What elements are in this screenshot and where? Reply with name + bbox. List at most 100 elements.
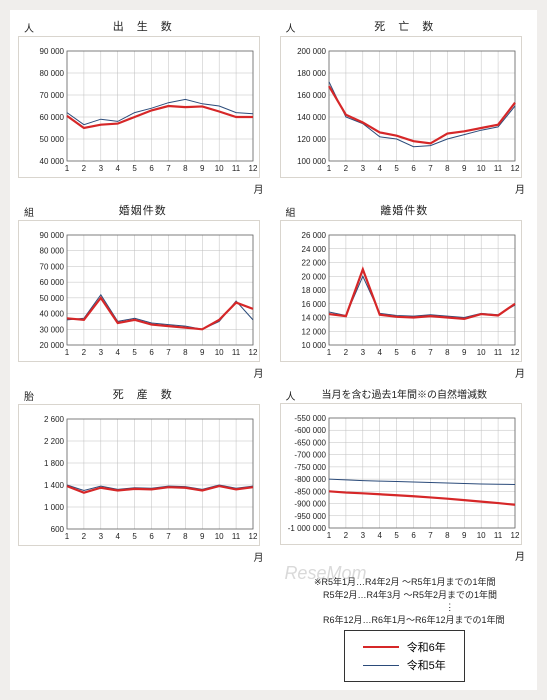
svg-text:90 000: 90 000: [40, 231, 65, 240]
series-r5: [329, 276, 515, 317]
svg-text:24 000: 24 000: [301, 245, 326, 254]
chart-title: 出 生 数: [18, 18, 268, 34]
svg-text:1 000: 1 000: [44, 503, 65, 512]
svg-text:8: 8: [183, 532, 188, 541]
x-axis-label: 月: [280, 365, 530, 380]
svg-text:7: 7: [428, 164, 433, 173]
svg-text:40 000: 40 000: [40, 157, 65, 166]
svg-text:12: 12: [249, 348, 258, 357]
svg-text:10 000: 10 000: [301, 341, 326, 350]
chart-title: 死 亡 数: [280, 18, 530, 34]
series-r5: [67, 295, 253, 330]
svg-text:12: 12: [249, 532, 258, 541]
svg-text:6: 6: [411, 531, 416, 540]
legend-label-r5: 令和5年: [407, 657, 446, 673]
svg-text:10: 10: [215, 348, 224, 357]
svg-text:3: 3: [360, 164, 365, 173]
svg-text:70 000: 70 000: [40, 262, 65, 271]
svg-text:-950 000: -950 000: [294, 512, 326, 521]
svg-text:3: 3: [99, 532, 104, 541]
svg-text:12: 12: [249, 164, 258, 173]
svg-text:2: 2: [82, 532, 87, 541]
svg-text:5: 5: [132, 348, 137, 357]
svg-text:7: 7: [428, 531, 433, 540]
svg-text:-650 000: -650 000: [294, 438, 326, 447]
chart-stillbirths: 胎死 産 数6001 0001 4001 8002 2002 600123456…: [18, 386, 268, 564]
svg-text:160 000: 160 000: [297, 91, 326, 100]
svg-text:11: 11: [232, 164, 241, 173]
y-axis-unit: 人: [24, 20, 34, 35]
svg-text:3: 3: [360, 531, 365, 540]
svg-text:2: 2: [343, 164, 348, 173]
y-axis-unit: 人: [286, 388, 296, 403]
svg-text:9: 9: [200, 532, 205, 541]
chart-title: 死 産 数: [18, 386, 268, 402]
svg-text:70 000: 70 000: [40, 91, 65, 100]
svg-text:180 000: 180 000: [297, 69, 326, 78]
svg-text:80 000: 80 000: [40, 69, 65, 78]
svg-text:-1 000 000: -1 000 000: [287, 524, 326, 533]
svg-text:-800 000: -800 000: [294, 475, 326, 484]
svg-text:200 000: 200 000: [297, 47, 326, 56]
svg-text:80 000: 80 000: [40, 247, 65, 256]
svg-text:-700 000: -700 000: [294, 451, 326, 460]
svg-text:1 400: 1 400: [44, 481, 65, 490]
footer-area: ※R5年1月…R4年2月 ～R5年1月までの1年間 R5年2月…R4年3月 ～R…: [280, 570, 530, 682]
svg-text:4: 4: [116, 348, 121, 357]
y-axis-unit: 組: [286, 204, 296, 219]
svg-text:10: 10: [476, 348, 485, 357]
svg-text:1: 1: [326, 348, 331, 357]
svg-text:6: 6: [411, 348, 416, 357]
legend-label-r6: 令和6年: [407, 639, 446, 655]
series-r5: [329, 479, 515, 484]
svg-text:8: 8: [445, 531, 450, 540]
chart-deaths: 人死 亡 数 100 000 120 000 140 000 160 000 180 00…: [280, 18, 530, 196]
svg-text:90 000: 90 000: [40, 47, 65, 56]
x-axis-label: 月: [280, 548, 530, 563]
svg-text:7: 7: [166, 532, 171, 541]
chart-title: 当月を含む過去1年間※の自然増減数: [280, 386, 530, 401]
svg-text:50 000: 50 000: [40, 294, 65, 303]
svg-text:3: 3: [360, 348, 365, 357]
svg-text:-550 000: -550 000: [294, 414, 326, 423]
svg-text:6: 6: [149, 348, 154, 357]
svg-text:5: 5: [132, 164, 137, 173]
svg-text:11: 11: [232, 348, 241, 357]
svg-text:11: 11: [493, 531, 502, 540]
chart-divorces: 組離婚件数10 00012 00014 00016 00018 00020 00…: [280, 202, 530, 380]
svg-text:1: 1: [65, 532, 70, 541]
svg-text:12 000: 12 000: [301, 327, 326, 336]
svg-text:2 600: 2 600: [44, 415, 65, 424]
svg-text:50 000: 50 000: [40, 135, 65, 144]
svg-text:1: 1: [65, 348, 70, 357]
x-axis-label: 月: [18, 549, 268, 564]
x-axis-label: 月: [280, 181, 530, 196]
chart-marriages: 組婚姻件数20 00030 00040 00050 00060 00070 00…: [18, 202, 268, 380]
svg-text:11: 11: [232, 532, 241, 541]
svg-text:7: 7: [428, 348, 433, 357]
y-axis-unit: 人: [286, 20, 296, 35]
series-r5: [67, 99, 253, 124]
y-axis-unit: 胎: [24, 388, 34, 403]
svg-text:1: 1: [326, 531, 331, 540]
svg-text:600: 600: [51, 525, 65, 534]
chart-svg: 10 00012 00014 00016 00018 00020 00022 0…: [280, 220, 522, 362]
chart-births: 人出 生 数40 00050 00060 00070 00080 00090 0…: [18, 18, 268, 196]
svg-text:12: 12: [510, 348, 519, 357]
svg-text:120 000: 120 000: [297, 135, 326, 144]
svg-text:5: 5: [394, 531, 399, 540]
svg-text:12: 12: [510, 164, 519, 173]
chart-svg: 40 00050 00060 00070 00080 00090 0001234…: [18, 36, 260, 178]
svg-text:100 000: 100 000: [297, 157, 326, 166]
svg-text:30 000: 30 000: [40, 325, 65, 334]
svg-text:140 000: 140 000: [297, 113, 326, 122]
svg-text:2: 2: [82, 164, 87, 173]
series-r5: [329, 82, 515, 147]
chart-title: 婚姻件数: [18, 202, 268, 218]
svg-text:2: 2: [343, 531, 348, 540]
svg-text:5: 5: [394, 348, 399, 357]
svg-text:2: 2: [343, 348, 348, 357]
chart-svg: 100 000 120 000 140 000 160 000 180 000 200 0…: [280, 36, 522, 178]
svg-text:4: 4: [116, 164, 121, 173]
svg-text:40 000: 40 000: [40, 310, 65, 319]
